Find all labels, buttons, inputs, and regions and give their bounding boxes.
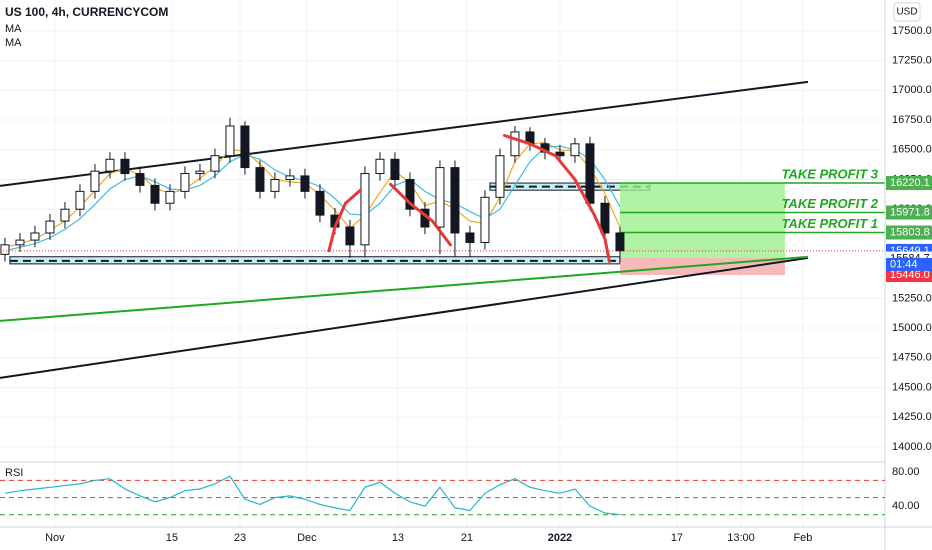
candle-body	[0, 244, 10, 255]
candle-body	[225, 125, 235, 157]
candle-body	[120, 158, 130, 175]
overlays	[0, 134, 885, 263]
candle-body	[450, 167, 460, 234]
y-tick-label: 15000.0	[892, 322, 932, 334]
trend-line	[0, 255, 808, 322]
candle-body	[60, 208, 70, 222]
x-tick-label: 13	[392, 532, 404, 544]
countdown-bg	[886, 257, 932, 271]
price-label-bg	[886, 268, 932, 283]
y-tick-label: 17000.0	[892, 84, 932, 96]
y-tick-label: 14500.0	[892, 381, 932, 393]
rsi-label: RSI	[5, 467, 23, 479]
countdown: 01:44	[890, 258, 918, 270]
candle-body	[360, 173, 370, 246]
x-tick-label: Dec	[297, 532, 317, 544]
price-label: 15803.8	[890, 226, 930, 238]
target-label: TAKE PROFIT 1	[781, 216, 878, 231]
candle-body	[300, 175, 310, 192]
currency-button[interactable]	[893, 2, 921, 22]
candle-body	[75, 190, 85, 210]
candle-body	[15, 239, 25, 246]
drawn-curve	[502, 134, 611, 263]
candle-body	[210, 155, 220, 172]
y-tick-label: 14000.0	[892, 441, 932, 453]
zone-box	[619, 183, 785, 258]
x-tick-label: 21	[461, 532, 473, 544]
candle-body	[270, 178, 280, 192]
x-tick-label: 15	[166, 532, 178, 544]
drawn-curve	[388, 182, 452, 247]
x-tick-label: 2022	[548, 532, 572, 544]
price-label: 15446.0	[890, 269, 930, 281]
candle-body	[285, 175, 295, 180]
candle-body	[255, 167, 265, 192]
rsi-tick-label: 80.00	[892, 466, 920, 478]
candle-body	[375, 158, 385, 175]
x-tick-label: 13:00	[727, 532, 755, 544]
y-tick-label: 16500.0	[892, 144, 932, 156]
price-label: 16220.1	[890, 177, 930, 189]
candle-body	[390, 158, 400, 180]
candle-body	[510, 131, 520, 157]
price-label-bg	[886, 225, 932, 240]
rsi-line	[4, 475, 621, 516]
candle-body	[180, 173, 190, 192]
rsi-tick-label: 40.00	[892, 500, 920, 512]
drawings: TAKE PROFIT 3 TAKE PROFIT 2 TAKE PROFIT 1	[0, 80, 885, 379]
indicator-label: MA	[5, 23, 22, 35]
target-label: TAKE PROFIT 2	[781, 196, 878, 211]
y-tick-label: 16750.0	[892, 114, 932, 126]
target-label: TAKE PROFIT 3	[781, 166, 878, 181]
candle-body	[315, 190, 325, 216]
chart-title: US 100, 4h, CURRENCYCOM	[5, 5, 168, 19]
candle-body	[435, 167, 445, 228]
candle-body	[195, 170, 205, 175]
trend-line	[0, 256, 809, 379]
moving-average	[4, 142, 621, 248]
candle-body	[585, 143, 595, 204]
candle-body	[615, 232, 625, 252]
candle-body	[495, 155, 505, 198]
candle-body	[555, 151, 565, 157]
y-tick-label: 14750.0	[892, 352, 932, 364]
candle-body	[90, 170, 100, 192]
price-label-bg	[886, 205, 932, 220]
candle-body	[135, 173, 145, 186]
moving-average	[4, 145, 621, 252]
candle-body	[30, 232, 40, 241]
candle-body	[480, 196, 490, 243]
price-label: 15971.8	[890, 206, 930, 218]
currency[interactable]: USD	[896, 7, 917, 18]
y-tick-label: 17500.0	[892, 25, 932, 37]
y-tick-label: 15250.0	[892, 292, 932, 304]
candles	[0, 117, 625, 263]
x-tick-label: Nov	[45, 532, 65, 544]
candle-body	[465, 232, 475, 243]
drawn-curve	[327, 188, 362, 253]
y-tick-label: 14250.0	[892, 411, 932, 423]
candle-body	[150, 184, 160, 204]
candle-body	[105, 158, 115, 172]
candle-body	[405, 178, 415, 210]
candle-body	[570, 143, 580, 157]
candle-body	[165, 190, 175, 204]
candle-body	[345, 226, 355, 246]
candle-body	[600, 202, 610, 234]
candle-body	[240, 125, 250, 169]
candle-body	[45, 220, 55, 234]
x-tick-label: Feb	[793, 532, 812, 544]
y-tick-label: 17250.0	[892, 55, 932, 67]
x-tick-label: 23	[234, 532, 246, 544]
trend-line	[0, 80, 809, 187]
price-label-bg	[886, 176, 932, 191]
x-tick-label: 17	[671, 532, 683, 544]
indicator-label: MA	[5, 37, 22, 49]
